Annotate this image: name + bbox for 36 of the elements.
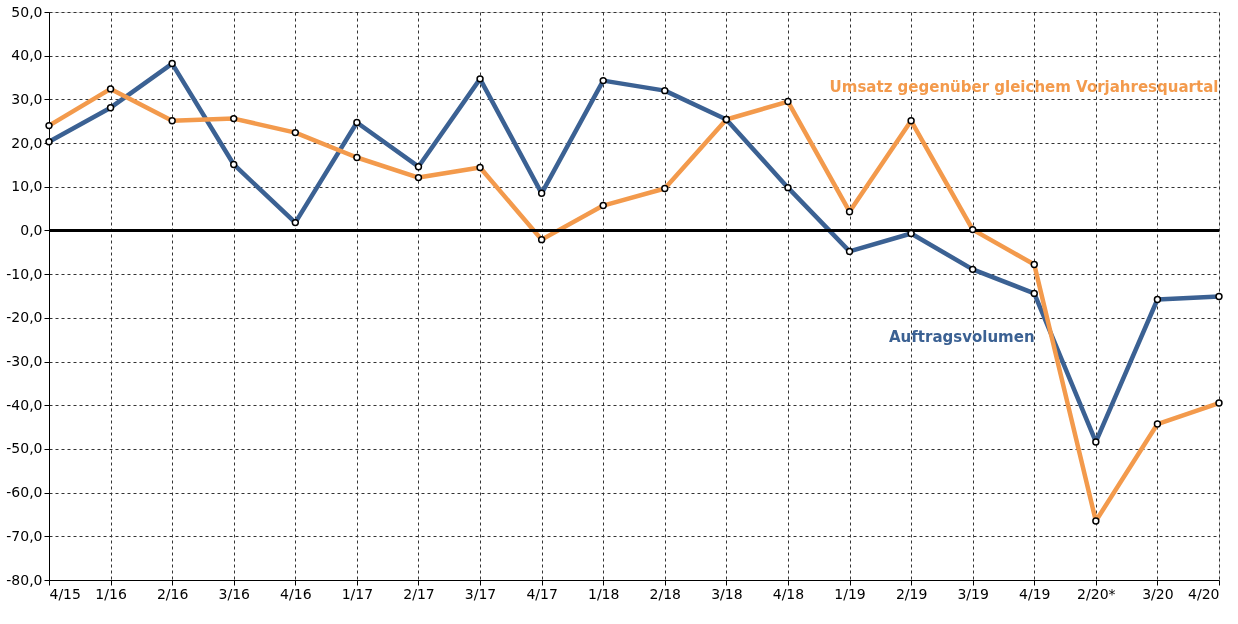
x-tick-label: 3/18 — [711, 585, 743, 602]
x-tick-label: 1/17 — [341, 585, 374, 602]
y-tick-label: -50,0 — [6, 440, 43, 457]
text: Umsatz gegenüber gleichem Vorjahresquartal — [829, 78, 1219, 96]
x-tick-label: 2/16 — [156, 585, 189, 602]
x-tick-label: 3/16 — [218, 585, 251, 602]
x-tick-label: 2/18 — [649, 585, 682, 602]
x-tick-label: 1/16 — [95, 585, 127, 602]
y-tick-label: 50,0 — [11, 3, 43, 20]
x-tick-label: 2/17 — [403, 585, 435, 602]
y-tick-label: -10,0 — [6, 265, 43, 282]
y-tick-label: 20,0 — [11, 134, 43, 151]
y-tick-label: -30,0 — [6, 353, 43, 370]
x-tick-label: 4/18 — [772, 585, 805, 602]
x-tick-label: 3/19 — [957, 585, 989, 602]
y-tick-label: -40,0 — [6, 396, 43, 413]
x-tick-label: 3/17 — [464, 585, 497, 602]
y-tick-label: 0,0 — [20, 221, 43, 238]
x-tick-label: 2/20* — [1077, 585, 1116, 602]
x-tick-label: 4/16 — [280, 585, 312, 602]
x-tick-label: 4/15 — [49, 585, 81, 602]
y-tick-label: 30,0 — [11, 90, 43, 107]
series-label: Auftragsvolumen — [889, 328, 1035, 346]
x-tick-label: 2/19 — [895, 585, 928, 602]
y-tick-label: 10,0 — [11, 178, 43, 195]
x-tick-label: 1/18 — [587, 585, 620, 602]
x-tick-label: 1/19 — [834, 585, 866, 602]
x-tick-label: 4/20 — [1188, 585, 1220, 602]
y-tick-label: 40,0 — [11, 47, 43, 64]
y-tick-label: -60,0 — [6, 484, 43, 501]
y-tick-label: -70,0 — [6, 527, 43, 544]
x-tick-label: 3/20 — [1142, 585, 1174, 602]
y-tick-label: -80,0 — [6, 571, 43, 588]
y-tick-label: -20,0 — [6, 309, 43, 326]
x-tick-label: 4/19 — [1019, 585, 1051, 602]
x-tick-label: 4/17 — [526, 585, 558, 602]
